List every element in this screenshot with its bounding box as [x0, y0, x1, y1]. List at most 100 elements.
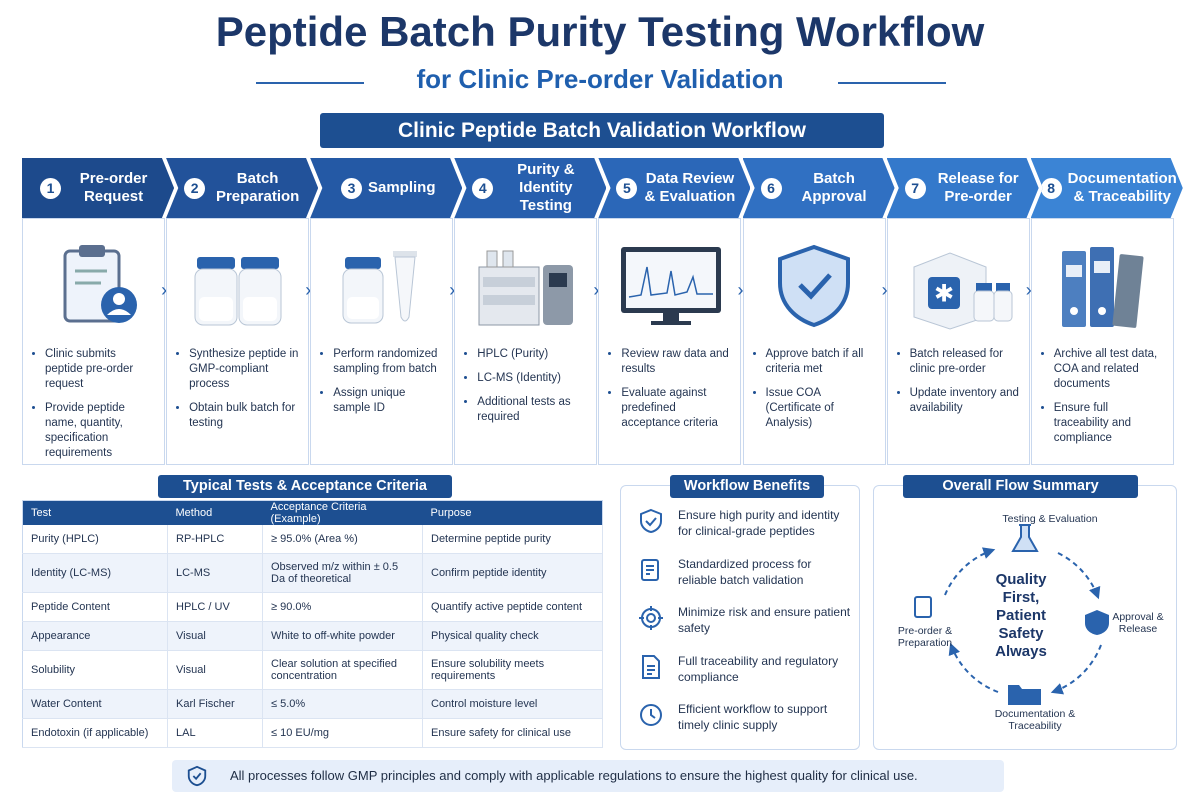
step-icon [617, 237, 725, 338]
step-bullet: Assign unique sample ID [333, 386, 444, 416]
benefit-icon-graphic [640, 704, 662, 726]
table-cell: Determine peptide purity [422, 525, 603, 554]
table-cell: Visual [167, 621, 263, 651]
step-bullet: HPLC (Purity) [477, 347, 588, 362]
step-number: 2 [184, 177, 206, 199]
step-header: 4 Purity & Identity Testing [454, 158, 607, 218]
benefit-icon [638, 702, 664, 732]
step-bullets: Synthesize peptide in GMP-compliant proc… [167, 347, 308, 440]
table-cell: Endotoxin (if applicable) [22, 718, 168, 748]
table-row: Identity (LC-MS) LC-MS Observed m/z within… [22, 553, 603, 593]
benefit-text: Ensure high purity and identity for clin… [678, 508, 840, 538]
step-icon-graphic [1061, 247, 1144, 328]
step-number: 1 [40, 177, 61, 199]
step-label: Documentation & Traceability [1067, 170, 1177, 205]
step-panel: Clinic submits peptide pre-order request… [22, 218, 166, 465]
step-number: 4 [472, 177, 494, 199]
step-panel: Review raw data and results Evaluate agai… [598, 218, 742, 465]
step-panel: HPLC (Purity) LC-MS (Identity) Additional … [454, 218, 598, 465]
benefit-item: Ensure high purity and identity for clin… [638, 505, 853, 541]
flow-arrow: › [593, 280, 600, 300]
footer: All processes follow GMP principles and … [172, 760, 1004, 792]
step-bullet: Clinic submits peptide pre-order request [45, 347, 156, 392]
step-bullets: Batch released for clinic pre-order Updat… [888, 347, 1029, 425]
step-icon-graphic [194, 257, 282, 326]
table-header-row: Test Method Acceptance Criteria (Example) P… [22, 500, 603, 525]
summary-node: Pre-order & Preparation [897, 625, 953, 649]
benefit-icon-graphic [640, 508, 662, 534]
summary-center: Quality First, Patient Safety Always [995, 571, 1047, 660]
step-header: 3 Sampling [310, 158, 463, 218]
summary-node: Testing & Evaluation [1002, 513, 1098, 525]
step-bullets: Approve batch if all criteria met Issue C… [744, 347, 885, 440]
flow-arrow: › [737, 280, 744, 300]
benefit-text: Efficient workflow to support timely cli… [678, 702, 828, 732]
step-icon [473, 237, 581, 338]
step-bullet: Evaluate against predefined acceptance c… [621, 386, 732, 431]
step-number: 6 [760, 177, 782, 199]
table-title: Typical Tests & Acceptance Criteria [158, 475, 452, 498]
table-cell: Solubility [22, 650, 168, 690]
step-header: 8 Documentation & Traceability [1030, 158, 1183, 218]
step-label: Release for Pre-order [937, 170, 1019, 205]
step-bullets: Archive all test data, COA and related d… [1032, 347, 1173, 455]
table-row: Water Content Karl Fischer ≤ 5.0% Control m… [22, 689, 603, 719]
flow-arrow: › [161, 280, 168, 300]
table-cell: LC-MS [167, 553, 263, 593]
table-cell: Peptide Content [22, 592, 168, 622]
step-label: Data Review & Evaluation [644, 170, 736, 205]
table-cell: ≥ 90.0% [262, 592, 423, 622]
rule [256, 82, 364, 84]
benefit-item: Full traceability and regulatory complia… [638, 651, 853, 687]
flow-arrow: › [881, 280, 888, 300]
step-label: Batch Approval [801, 170, 867, 205]
table-cell: ≤ 10 EU/mg [262, 718, 423, 748]
flow-arrow: › [449, 280, 456, 300]
table-cell: Ensure safety for clinical use [422, 718, 603, 748]
table-cell: Water Content [22, 689, 168, 719]
step-label: Pre-order Request [79, 170, 148, 205]
step-header: 2 Batch Preparation [166, 158, 319, 218]
benefit-text: Standardized process for reliable batch … [678, 556, 812, 587]
step-icon-graphic [621, 247, 722, 325]
table-cell: Purity (HPLC) [22, 525, 168, 554]
step-icon-graphic [342, 251, 418, 324]
step-label: Purity & Identity Testing [517, 161, 575, 214]
table-cell: Ensure solubility meets requirements [422, 650, 603, 690]
summary-node: Approval & Release [1112, 611, 1164, 635]
workflow-title: Clinic Peptide Batch Validation Workflow [320, 113, 884, 148]
benefit-icon [638, 508, 664, 538]
table-cell: Identity (LC-MS) [22, 553, 168, 593]
step-panel: Synthesize peptide in GMP-compliant proc… [166, 218, 310, 465]
table-cell: Appearance [22, 621, 168, 651]
step-label: Batch Preparation [215, 170, 300, 205]
step-bullet: LC-MS (Identity) [477, 371, 588, 386]
table-header: Purpose [422, 500, 603, 525]
step-icon-graphic [777, 244, 850, 328]
step-icon-graphic [478, 250, 574, 326]
page-title: Peptide Batch Purity Testing Workflow [215, 8, 985, 55]
step-label: Sampling [367, 179, 436, 196]
flow-arrow: › [1025, 280, 1032, 300]
table-cell: Confirm peptide identity [422, 553, 603, 593]
table-header: Acceptance Criteria (Example) [262, 500, 423, 525]
summary-cycle-graphic [914, 524, 1109, 705]
page-subtitle: for Clinic Pre-order Validation [416, 64, 784, 94]
table-row: Solubility Visual Clear solution at specif… [22, 650, 603, 690]
step-icon-graphic [63, 245, 137, 323]
step-icon [41, 237, 149, 338]
table-cell: Control moisture level [422, 689, 603, 719]
step-icon: ✱ [906, 237, 1014, 338]
step-number: 5 [616, 177, 638, 199]
benefit-item: Efficient workflow to support timely cli… [638, 699, 853, 735]
benefit-item: Standardized process for reliable batch … [638, 554, 853, 590]
flow-arrow: › [305, 280, 312, 300]
table-header: Method [167, 500, 263, 525]
step-bullet: Provide peptide name, quantity, specific… [45, 401, 156, 461]
step-bullet: Perform randomized sampling from batch [333, 347, 444, 377]
step-number: 8 [1040, 177, 1062, 199]
benefit-text: Full traceability and regulatory complia… [678, 653, 839, 684]
step-bullet: Issue COA (Certificate of Analysis) [766, 386, 877, 431]
step-header: 6 Batch Approval [742, 158, 895, 218]
